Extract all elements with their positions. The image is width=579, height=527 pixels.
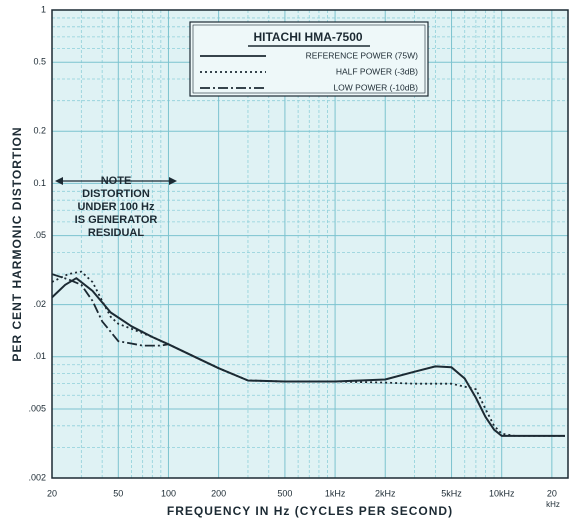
annotation-text: RESIDUAL [88,227,145,239]
x-tick-label: 2kHz [375,488,396,498]
legend-label: HALF POWER (-3dB) [336,66,418,76]
x-tick-label: 100 [161,488,176,498]
y-tick-label: 0.2 [33,126,46,136]
y-tick-label: .002 [28,472,46,482]
y-tick-label: .01 [33,351,46,361]
legend-inner-box [192,24,426,94]
y-tick-label: .005 [28,403,46,413]
series-line [51,273,169,347]
y-tick-label: .05 [33,230,46,240]
x-tick-label: 500 [277,488,292,498]
x-axis-title: FREQUENCY IN Hz (CYCLES PER SECOND) [167,504,453,518]
x-tick-label: 50 [113,488,123,498]
y-tick-label: 1 [41,4,46,14]
annotation-text: NOTE [101,175,132,187]
y-tick-label: 0.5 [33,57,46,67]
legend: HITACHI HMA-7500 REFERENCE POWER (75W) HA… [189,21,429,97]
annotation-text: IS GENERATOR [75,214,158,226]
series-line [51,277,565,437]
legend-label: LOW POWER (-10dB) [333,82,418,92]
legend-label: REFERENCE POWER (75W) [306,50,419,60]
y-tick-label: 0.1 [33,178,46,188]
annotation-text: DISTORTION [82,188,150,200]
annotation-text: UNDER 100 Hz [77,201,155,213]
x-unit-label: kHz [546,500,560,509]
x-tick-label: 5kHz [441,488,462,498]
plot-frame [51,9,569,479]
x-tick-label: 1kHz [325,488,346,498]
y-axis-title: PER CENT HARMONIC DISTORTION [10,126,24,361]
x-tick-label: 10kHz [489,488,515,498]
x-tick-label: 200 [211,488,226,498]
y-tick-label: .02 [33,299,46,309]
x-tick-label: 20 [547,488,557,498]
x-tick-label: 20 [47,488,57,498]
legend-box [189,21,429,97]
legend-title: HITACHI HMA-7500 [253,30,362,44]
arrow-head-right [169,177,177,185]
series-lines [51,270,565,437]
arrow-head-left [55,177,63,185]
